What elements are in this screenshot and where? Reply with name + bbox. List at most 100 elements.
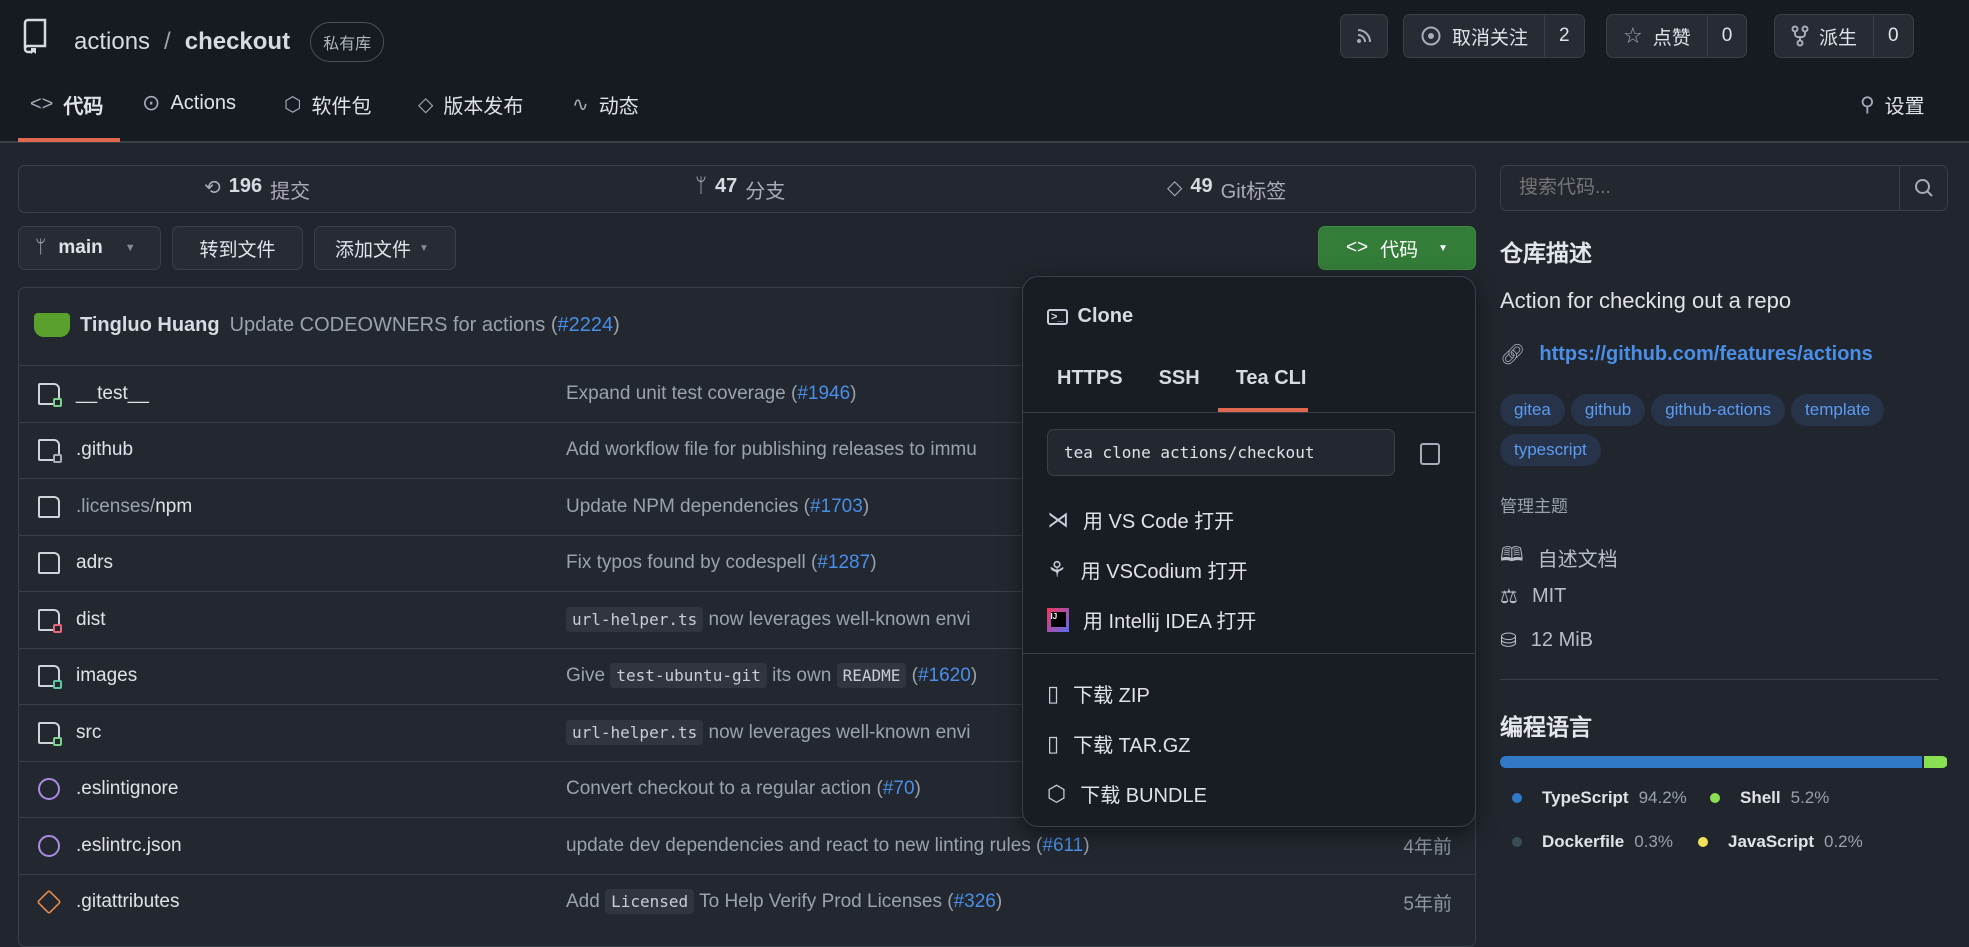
open-vscode[interactable]: ⋊ 用 VS Code 打开: [1047, 506, 1235, 534]
repo-owner-link[interactable]: actions: [74, 28, 151, 55]
code-chip: url-helper.ts: [566, 719, 704, 745]
file-name-link[interactable]: __test__: [76, 382, 149, 404]
file-name-link[interactable]: .licenses/npm: [76, 495, 193, 517]
commit-message[interactable]: Add Licensed To Help Verify Prod License…: [566, 889, 1002, 914]
file-zip-icon: ▯: [1047, 680, 1060, 706]
pr-link[interactable]: #1946: [797, 382, 851, 404]
download-zip[interactable]: ▯ 下载 ZIP: [1047, 680, 1150, 708]
fork-button[interactable]: 派生 0: [1774, 14, 1914, 58]
copy-icon[interactable]: [1420, 443, 1440, 465]
author-avatar[interactable]: [34, 313, 70, 337]
search-button[interactable]: [1899, 166, 1947, 210]
branches-link[interactable]: ᛘ 47 分支: [695, 174, 786, 203]
commits-link[interactable]: ⟲ 196 提交: [204, 174, 311, 203]
language-legend-item[interactable]: JavaScript 0.2%: [1698, 832, 1863, 852]
language-legend-item[interactable]: TypeScript 94.2%: [1512, 788, 1687, 808]
license-link[interactable]: ⚖ MIT: [1500, 585, 1567, 608]
file-name-link[interactable]: dist: [76, 608, 106, 630]
readme-link[interactable]: 🕮 自述文档: [1500, 540, 1618, 574]
code-search-input[interactable]: [1501, 166, 1899, 210]
tab-label: 版本发布: [443, 96, 524, 118]
file-name-link[interactable]: .gitattributes: [76, 891, 180, 912]
pr-link[interactable]: #1287: [817, 552, 871, 573]
message-text: Convert checkout to a regular action (: [566, 778, 883, 799]
topic-tag[interactable]: github: [1570, 394, 1646, 426]
download-targz[interactable]: ▯ 下载 TAR.GZ: [1047, 730, 1191, 758]
file-name-link[interactable]: adrs: [76, 552, 113, 573]
message-text: ): [870, 552, 877, 573]
goto-file-button[interactable]: 转到文件: [172, 226, 303, 270]
commit-message[interactable]: Update NPM dependencies (#1703): [566, 496, 869, 518]
tab-packages[interactable]: ⬡ 软件包: [284, 90, 371, 119]
divider: [1500, 679, 1938, 680]
language-legend-item[interactable]: Dockerfile 0.3%: [1512, 832, 1673, 852]
language-dot: [1512, 837, 1522, 847]
commit-message[interactable]: url-helper.ts now leverages well-known e…: [566, 719, 970, 745]
star-button[interactable]: ☆ 点赞 0: [1606, 14, 1748, 58]
commit-message[interactable]: update dev dependencies and react to new…: [566, 835, 1090, 857]
commit-author[interactable]: Tingluo Huang: [80, 313, 220, 336]
topic-tag[interactable]: typescript: [1500, 434, 1601, 466]
tab-releases[interactable]: ◇ 版本发布: [418, 90, 523, 119]
code-chip: Licensed: [605, 889, 695, 914]
watch-label: 取消关注: [1452, 27, 1529, 49]
file-row: .licenses/npm Update NPM dependencies (#1…: [18, 478, 1476, 534]
tab-label: 设置: [1884, 96, 1925, 118]
language-legend-item[interactable]: Shell 5.2%: [1710, 788, 1829, 808]
code-dropdown-button[interactable]: <> 代码 ▼: [1318, 226, 1476, 270]
file-name-link[interactable]: .eslintrc.json: [76, 834, 182, 856]
topic-tag[interactable]: template: [1791, 394, 1885, 426]
file-name-link[interactable]: images: [76, 665, 138, 686]
topic-tag[interactable]: github-actions: [1651, 394, 1786, 426]
commit-message[interactable]: Fix typos found by codespell (#1287): [566, 552, 877, 574]
tags-link[interactable]: ◇ 49 Git标签: [1167, 174, 1287, 203]
commit-message[interactable]: Update CODEOWNERS for actions (#2224): [229, 313, 620, 336]
watch-button[interactable]: 取消关注 2: [1403, 14, 1585, 58]
fork-count: 0: [1888, 25, 1899, 46]
tab-actions[interactable]: ⊙ Actions: [142, 90, 236, 116]
language-name: Shell: [1740, 788, 1781, 807]
tab-activity[interactable]: ∿ 动态: [572, 90, 639, 119]
pr-link[interactable]: #1620: [917, 665, 971, 686]
commit-message[interactable]: Give test-ubuntu-git its own README (#16…: [566, 663, 977, 688]
commit-message[interactable]: Add workflow file for publishing release…: [566, 439, 977, 461]
file-name-link[interactable]: .github: [76, 439, 134, 460]
tab-tea-cli[interactable]: Tea CLI: [1235, 367, 1307, 389]
languages-title: 编程语言: [1500, 714, 1592, 740]
pr-link[interactable]: #326: [953, 891, 996, 912]
download-bundle[interactable]: ⬡ 下载 BUNDLE: [1047, 780, 1207, 808]
tab-code[interactable]: <> 代码: [30, 90, 103, 119]
file-row: adrs Fix typos found by codespell (#1287): [18, 534, 1476, 591]
tab-ssh[interactable]: SSH: [1158, 367, 1200, 389]
pr-link[interactable]: #1703: [809, 495, 863, 517]
message-text: ): [1083, 834, 1090, 856]
clone-command-input[interactable]: [1047, 429, 1395, 476]
tab-settings[interactable]: ⚲ 设置: [1860, 90, 1925, 119]
repo-name-link[interactable]: checkout: [184, 28, 291, 55]
tab-https[interactable]: HTTPS: [1057, 367, 1123, 389]
file-row: src url-helper.ts now leverages well-know…: [18, 704, 1476, 760]
commit-pr-link[interactable]: #2224: [557, 313, 614, 336]
active-tab-underline: [18, 138, 120, 142]
commit-message[interactable]: Expand unit test coverage (#1946): [566, 383, 856, 405]
repo-stats-bar: ⟲ 196 提交 ᛘ 47 分支 ◇ 49 Git标签: [18, 165, 1476, 213]
message-text: (: [906, 665, 918, 686]
commit-message[interactable]: url-helper.ts now leverages well-known e…: [566, 606, 970, 632]
branch-selector[interactable]: ᛘ main ▼: [18, 226, 161, 270]
manage-topics-link[interactable]: 管理主题: [1500, 497, 1568, 516]
website-link[interactable]: https://github.com/features/actions: [1539, 343, 1873, 365]
file-row: __test__ Expand unit test coverage (#1946…: [18, 365, 1476, 421]
open-intellij[interactable]: IJ 用 Intellij IDEA 打开: [1047, 605, 1256, 634]
commit-message[interactable]: Convert checkout to a regular action (#7…: [566, 778, 921, 800]
divider: [1023, 653, 1475, 654]
repo-description: Action for checking out a repo: [1500, 288, 1792, 313]
pr-link[interactable]: #611: [1042, 834, 1084, 856]
open-vscodium[interactable]: ⚘ 用 VSCodium 打开: [1047, 556, 1248, 584]
topic-tag[interactable]: gitea: [1500, 394, 1565, 426]
file-name-link[interactable]: .eslintignore: [76, 778, 179, 799]
add-file-button[interactable]: 添加文件 ▼: [314, 226, 456, 270]
tab-label: Actions: [170, 91, 237, 114]
rss-button[interactable]: [1340, 14, 1388, 58]
file-name-link[interactable]: src: [76, 721, 102, 743]
pr-link[interactable]: #70: [882, 778, 915, 799]
